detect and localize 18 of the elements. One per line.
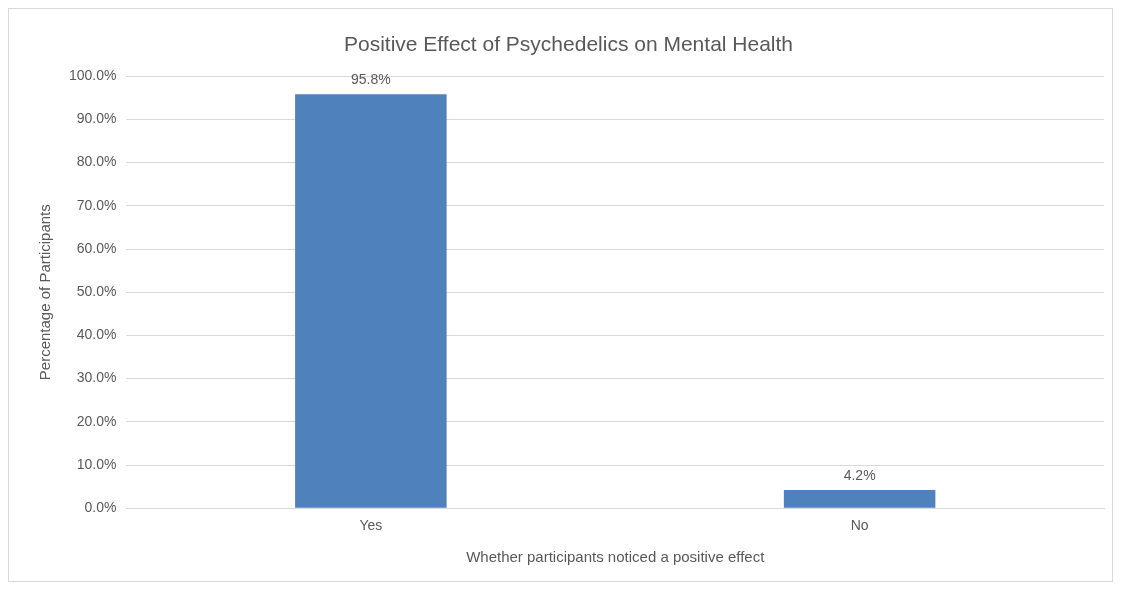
y-tick-label: 50.0%	[76, 283, 117, 300]
y-tick-label: 70.0%	[76, 196, 117, 213]
data-label: 95.8%	[351, 71, 391, 88]
x-axis-title: Whether participants noticed a positive effect	[466, 548, 766, 566]
chart-title: Positive Effect of Psychedelics on Mental Health	[343, 32, 794, 56]
y-tick-label: 20.0%	[76, 412, 117, 429]
y-tick-label: 40.0%	[76, 326, 117, 343]
y-tick-label: 100.0%	[69, 67, 117, 84]
y-tick-label: 60.0%	[76, 239, 117, 256]
y-tick-label: 10.0%	[76, 455, 117, 472]
y-tick-label: 90.0%	[76, 110, 117, 127]
y-tick-label: 30.0%	[76, 369, 117, 386]
y-axis-title: Percentage of Participants	[36, 204, 54, 381]
y-tick-label: 0.0%	[84, 499, 117, 516]
x-tick-label: No	[850, 517, 869, 534]
x-tick-label: Yes	[359, 517, 383, 534]
data-label: 4.2%	[843, 466, 876, 483]
y-tick-label: 80.0%	[76, 153, 117, 170]
